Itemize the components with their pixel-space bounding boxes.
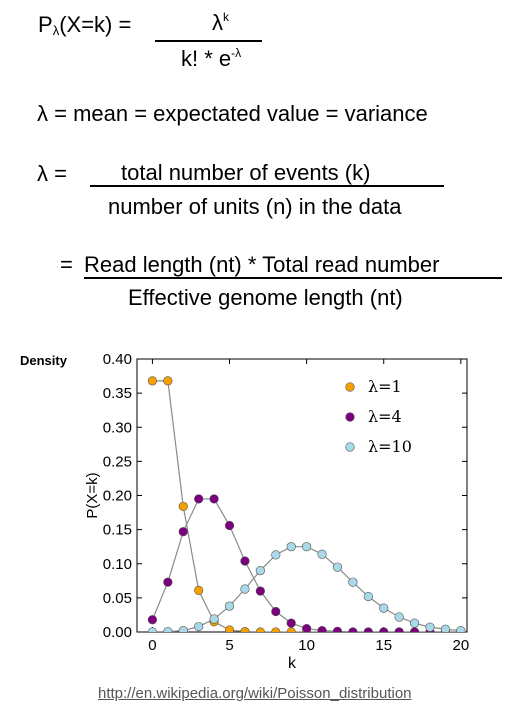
data-point xyxy=(147,615,158,625)
data-point xyxy=(224,601,235,611)
data-point xyxy=(425,622,435,632)
data-point xyxy=(379,603,389,613)
data-point xyxy=(317,626,327,632)
y-tick-label: 0.35 xyxy=(103,385,132,402)
data-point xyxy=(394,627,404,632)
data-point xyxy=(332,626,343,632)
data-point xyxy=(178,501,188,512)
data-point xyxy=(409,627,420,632)
data-point xyxy=(178,527,188,537)
pmf-numerator: λk xyxy=(212,10,229,35)
data-point xyxy=(194,585,204,595)
pmf-num-base: λ xyxy=(212,10,223,35)
data-point xyxy=(271,627,281,632)
data-point xyxy=(224,520,235,531)
x-tick-label: 15 xyxy=(375,637,392,654)
read-fraction-bar xyxy=(84,277,502,279)
data-point xyxy=(317,549,327,559)
legend-marker xyxy=(345,382,355,392)
y-tick-label: 0.15 xyxy=(103,522,132,539)
series-line xyxy=(151,498,461,632)
pmf-den-sup: -λ xyxy=(231,46,242,60)
data-point xyxy=(394,612,404,622)
legend-marker xyxy=(345,412,355,422)
data-point xyxy=(147,376,158,386)
data-point xyxy=(209,614,219,624)
x-tick-label: 20 xyxy=(452,637,469,654)
legend-label: λ=1 xyxy=(368,377,402,396)
pmf-denominator: k! * e-λ xyxy=(181,46,242,71)
y-tick-label: 0.05 xyxy=(103,590,132,607)
pmf-fraction-bar xyxy=(155,40,262,42)
y-tick-label: 0.40 xyxy=(103,351,132,368)
pmf-lhs: Pλ(X=k) = xyxy=(38,12,132,38)
data-point xyxy=(255,627,265,632)
pmf-p: P xyxy=(38,12,53,37)
data-point xyxy=(440,624,451,632)
y-axis-label: P(X=k) xyxy=(84,472,101,518)
data-point xyxy=(209,494,219,504)
data-point xyxy=(271,550,281,560)
y-tick-label: 0.25 xyxy=(103,453,132,470)
data-point xyxy=(271,606,281,617)
legend-label: λ=4 xyxy=(368,407,402,426)
data-point xyxy=(348,627,358,632)
pmf-subscript: λ xyxy=(52,23,60,38)
data-point xyxy=(147,627,158,632)
y-tick-label: 0.30 xyxy=(103,419,132,436)
data-point xyxy=(255,565,265,576)
pmf-rest: (X=k) = xyxy=(59,12,132,37)
data-point xyxy=(224,625,235,632)
source-link[interactable]: http://en.wikipedia.org/wiki/Poisson_dis… xyxy=(98,685,412,702)
data-point xyxy=(163,577,173,587)
plot-area: 0.00 0.05 0.10 0.15 0.20 0.25 0.30 0.35 0.40 0 5 10… xyxy=(103,351,469,654)
lambda-definition: λ = mean = expectated value = variance xyxy=(37,101,428,126)
x-tick-label: 10 xyxy=(298,637,315,654)
data-point xyxy=(240,627,250,632)
lambda-eq: λ = xyxy=(37,161,67,186)
data-point xyxy=(163,376,173,386)
data-point xyxy=(363,627,373,632)
x-tick-label: 0 xyxy=(148,637,156,654)
series-line xyxy=(152,380,461,632)
data-point xyxy=(409,618,420,628)
data-point xyxy=(456,626,466,632)
y-tick-label: 0.00 xyxy=(103,624,132,641)
read-numerator: Read length (nt) * Total read number xyxy=(84,252,440,277)
data-point xyxy=(194,621,204,632)
data-point xyxy=(286,627,296,632)
read-eq-sign: = xyxy=(60,252,73,277)
data-point xyxy=(240,556,250,566)
data-point xyxy=(194,494,204,504)
y-tick-label: 0.20 xyxy=(103,488,132,505)
pmf-den-base: k! * e xyxy=(181,46,232,71)
data-point xyxy=(286,542,296,552)
data-point xyxy=(302,542,312,552)
x-axis-label: k xyxy=(288,655,297,672)
data-point xyxy=(163,627,173,632)
lambda-numerator: total number of events (k) xyxy=(121,160,371,185)
data-point xyxy=(240,584,250,594)
data-point xyxy=(302,623,312,632)
pmf-num-sup: k xyxy=(223,10,229,24)
data-point xyxy=(255,586,265,596)
read-denominator: Effective genome length (nt) xyxy=(128,285,403,310)
legend-label: λ=10 xyxy=(368,437,412,456)
y-tick-label: 0.10 xyxy=(103,556,132,573)
data-point xyxy=(178,626,188,632)
data-point xyxy=(348,577,358,587)
poisson-chart: Density P(X=k) k 0.00 0.05 0.10 0.15 0.20 0.2… xyxy=(20,351,469,672)
lambda-denominator: number of units (n) in the data xyxy=(108,194,402,219)
plot-frame xyxy=(136,358,468,633)
data-point xyxy=(363,591,373,602)
lambda-fraction-bar xyxy=(90,185,444,187)
legend-marker xyxy=(345,442,355,452)
density-label: Density xyxy=(20,353,68,368)
data-point xyxy=(332,562,343,572)
data-point xyxy=(286,618,296,628)
data-point xyxy=(379,627,389,632)
x-tick-label: 5 xyxy=(225,637,233,654)
